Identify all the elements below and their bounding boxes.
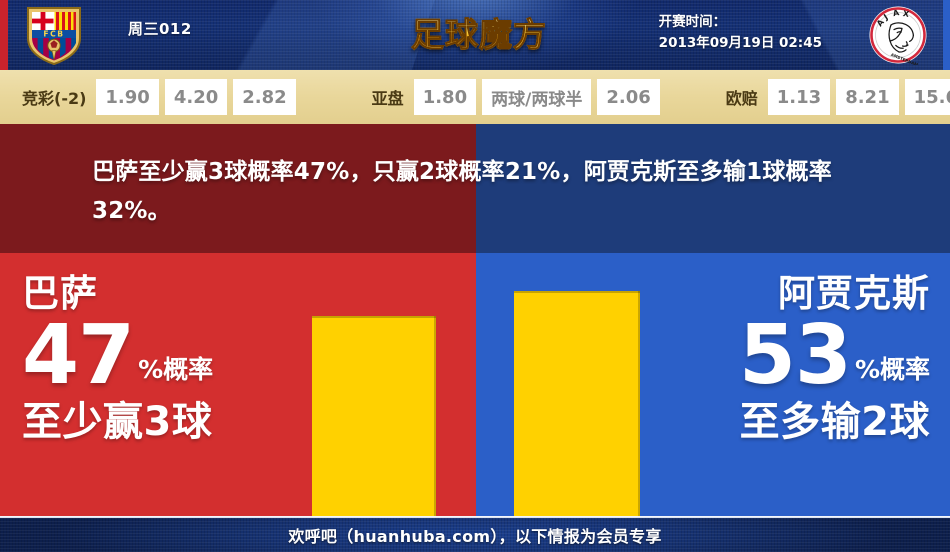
svg-text:J: J — [881, 12, 889, 22]
away-percent-row: 53 %概率 — [630, 308, 930, 403]
odds-cell-european-away[interactable]: 15.61 — [904, 79, 950, 115]
home-percent-label: %概率 — [138, 355, 214, 384]
svg-text:A: A — [875, 17, 886, 28]
home-stat-block: 巴萨 47 %概率 至少赢3球 — [22, 272, 312, 446]
home-team-name: 巴萨 — [22, 272, 98, 315]
odds-group-asian-handicap: 亚盘 1.80 两球/两球半 2.06 — [372, 79, 666, 115]
header-right-blue-stripe — [943, 0, 950, 70]
odds-cell-european-draw[interactable]: 8.21 — [836, 79, 899, 115]
match-number: 周三012 — [128, 20, 192, 38]
svg-text:FCB: FCB — [43, 29, 64, 38]
header-bar — [0, 0, 950, 70]
header-texture — [0, 0, 950, 70]
odds-cell-asian-away[interactable]: 2.06 — [597, 79, 660, 115]
odds-cell-jingcai-home[interactable]: 1.90 — [96, 79, 159, 115]
odds-group-label-asian: 亚盘 — [371, 89, 404, 108]
footer-bar: 欢呼吧（huanhuba.com），以下情报为会员专享 — [0, 518, 950, 552]
svg-text:X: X — [902, 9, 910, 19]
away-panel-top-band — [476, 124, 950, 253]
headline-summary: 巴萨至少赢3球概率47%，只赢2球概率21%，阿贾克斯至多输1球概率32%。 — [92, 159, 832, 224]
header-left-red-stripe — [0, 0, 8, 70]
brand-logo[interactable]: 足球魔方 — [404, 8, 554, 60]
kickoff-label: 开赛时间： — [658, 14, 727, 30]
home-percent-row: 47 %概率 — [22, 308, 312, 403]
odds-cell-asian-home[interactable]: 1.80 — [413, 79, 477, 115]
odds-bar: 竞彩(-2) 1.90 4.20 2.82 亚盘 1.80 两球/两球半 2.0… — [0, 70, 950, 124]
footer-text: 欢呼吧（huanhuba.com），以下情报为会员专享 — [288, 527, 662, 546]
home-probability-bar — [312, 316, 436, 516]
svg-text:A: A — [892, 8, 901, 18]
away-stat-block: 阿贾克斯 53 %概率 至多输2球 — [630, 272, 930, 446]
kickoff-value: 2013年09月19日 02:45 — [658, 35, 822, 51]
kickoff-time-block: 开赛时间： 2013年09月19日 02:45 — [659, 12, 822, 54]
odds-cell-european-home[interactable]: 1.13 — [767, 79, 831, 115]
odds-cell-asian-line[interactable]: 两球/两球半 — [482, 79, 592, 115]
away-team-name: 阿贾克斯 — [778, 272, 930, 315]
home-outcome-label: 至少赢3球 — [22, 399, 213, 445]
away-outcome-label: 至多输2球 — [739, 399, 930, 445]
home-percent-value: 47 — [22, 308, 135, 403]
odds-group-label-european: 欧赔 — [725, 89, 758, 108]
odds-cell-jingcai-draw[interactable]: 4.20 — [164, 79, 228, 115]
odds-cell-jingcai-away[interactable]: 2.82 — [233, 79, 296, 115]
ajax-crest-icon: A J A X AMSTERDAM — [869, 6, 927, 65]
odds-group-jingcai: 竞彩(-2) 1.90 4.20 2.82 — [22, 79, 302, 115]
footer-divider — [0, 516, 950, 518]
home-panel-top-band — [0, 124, 476, 253]
away-percent-label: %概率 — [854, 355, 930, 384]
away-probability-bar — [514, 291, 640, 516]
brand-logo-text: 足球魔方 — [411, 14, 547, 54]
odds-group-european: 欧赔 1.13 8.21 15.61 — [726, 79, 950, 115]
footer-texture — [0, 518, 950, 552]
fc-barcelona-crest-icon: FCB — [27, 7, 81, 66]
away-percent-value: 53 — [738, 308, 852, 403]
odds-group-label-jingcai: 竞彩(-2) — [22, 89, 87, 108]
